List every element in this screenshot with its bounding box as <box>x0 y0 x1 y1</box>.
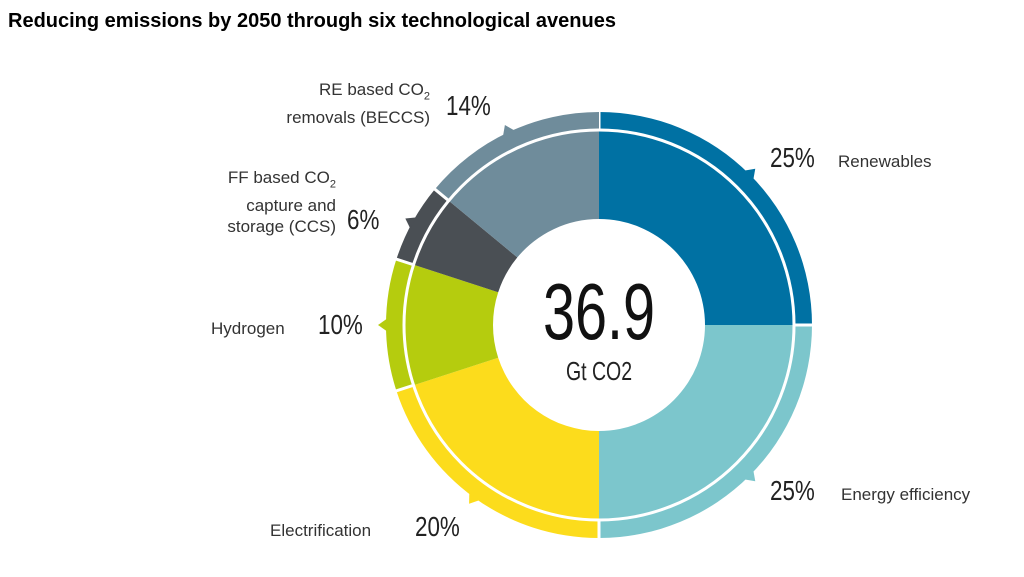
pct-label-hydrogen: 10% <box>318 309 363 340</box>
slice-marker-4 <box>405 217 417 229</box>
label-electrification: Electrification <box>270 521 372 540</box>
label-energy-efficiency: Energy efficiency <box>841 485 971 504</box>
slice-marker-0 <box>744 168 756 180</box>
slice-3 <box>386 259 499 391</box>
label-ccs: FF based CO2 capture and storage (CCS) <box>227 168 336 237</box>
pct-label-renewables: 25% <box>770 142 815 173</box>
label-hydrogen: Hydrogen <box>211 319 285 338</box>
slice-5 <box>434 111 599 258</box>
separator-ring <box>402 128 796 522</box>
center-value: 36.9 <box>542 267 656 356</box>
center-unit: Gt CO2 <box>565 356 633 386</box>
slice-marker-3 <box>378 318 388 332</box>
slice-marker-1 <box>744 470 756 482</box>
slice-2 <box>396 357 599 538</box>
slice-gap-3 <box>394 383 415 393</box>
label-beccs: RE based CO2 removals (BECCS) <box>286 80 430 128</box>
label-renewables: Renewables <box>838 152 932 171</box>
chart-title: Reducing emissions by 2050 through six t… <box>8 10 616 32</box>
pct-label-ccs: 6% <box>347 204 380 235</box>
slice-gap-4 <box>394 257 415 267</box>
slice-1 <box>599 325 812 538</box>
pct-label-electrification: 20% <box>415 511 460 542</box>
slice-marker-2 <box>469 492 480 504</box>
pct-label-beccs: 14% <box>446 90 491 121</box>
slice-marker-5 <box>503 125 515 136</box>
slice-4 <box>396 189 518 293</box>
slice-0 <box>599 112 812 325</box>
pct-label-energy-efficiency: 25% <box>770 475 815 506</box>
slice-gap-5 <box>432 186 450 202</box>
